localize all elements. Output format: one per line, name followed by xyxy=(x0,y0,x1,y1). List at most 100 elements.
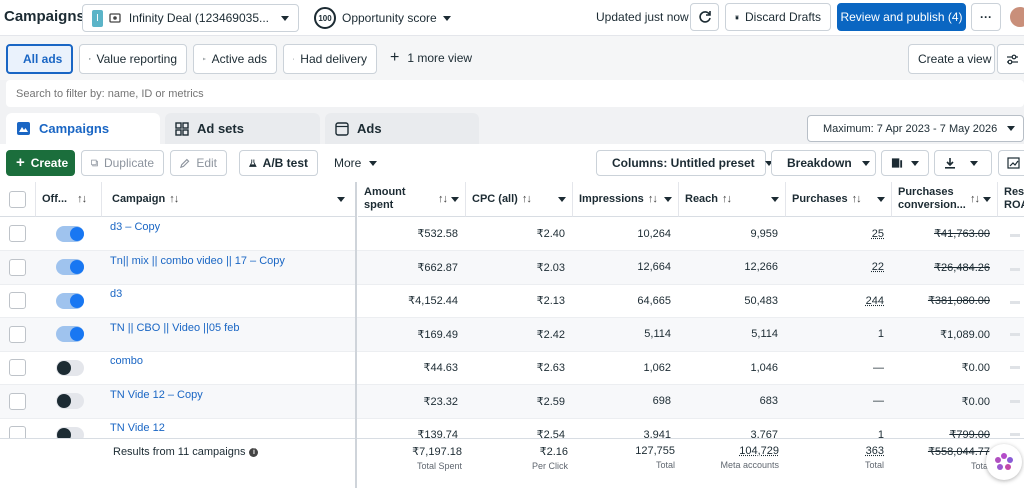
search-input[interactable] xyxy=(16,84,1006,103)
table-row[interactable]: d3 ₹4,152.44 ₹2.13 64,665 50,483 244 ₹381,080.… xyxy=(0,284,1024,318)
campaign-toggle[interactable] xyxy=(56,292,84,309)
column-header-purchases[interactable]: Purchases ↑↓ xyxy=(786,182,892,217)
avatar[interactable] xyxy=(1008,5,1024,29)
campaign-toggle[interactable] xyxy=(56,393,84,409)
row-checkbox[interactable] xyxy=(9,292,26,309)
toggle-knob xyxy=(70,293,84,308)
more-actions-button[interactable]: More xyxy=(334,156,378,170)
tab-campaigns[interactable]: Campaigns xyxy=(6,113,160,144)
view-value-reporting[interactable]: Value reporting xyxy=(79,44,187,74)
discard-label: Discard Drafts xyxy=(744,10,821,24)
purchases-cell: 25 xyxy=(786,217,892,250)
campaign-toggle[interactable] xyxy=(56,359,84,376)
ab-test-button[interactable]: A/B test xyxy=(239,150,318,176)
table-row[interactable]: combo ₹44.63 ₹2.63 1,062 1,046 — ₹0.00 xyxy=(0,351,1024,385)
chevron-down-icon[interactable] xyxy=(451,196,459,202)
view-had-delivery[interactable]: Had delivery xyxy=(283,44,377,74)
columns-button[interactable]: Columns: Untitled preset xyxy=(596,150,773,176)
date-range-picker[interactable]: Maximum: 7 Apr 2023 - 7 May 2026 xyxy=(807,115,1024,142)
cell-value: 12,664 xyxy=(637,261,671,273)
sort-icon[interactable]: ↑↓ xyxy=(169,193,179,205)
sort-icon[interactable]: ↑↓ xyxy=(970,193,980,205)
purchases-conversion-cell: ₹0.00 xyxy=(892,351,998,384)
columns-label: Columns: Untitled preset xyxy=(612,156,755,170)
campaign-name-link[interactable]: TN || CBO || Video ||05 feb xyxy=(110,321,240,334)
view-all-ads[interactable]: All ads xyxy=(6,44,73,74)
reach-cell: 5,114 xyxy=(679,318,786,351)
chevron-down-icon[interactable] xyxy=(664,196,672,202)
row-checkbox-cell xyxy=(9,318,29,351)
create-view-button[interactable]: Create a view xyxy=(908,44,995,74)
sort-icon[interactable]: ↑↓ xyxy=(438,193,448,205)
select-all-checkbox[interactable] xyxy=(9,190,26,208)
view-settings-button[interactable] xyxy=(997,44,1024,74)
campaign-name-link[interactable]: TN Vide 12 – Copy xyxy=(110,388,203,401)
sort-icon[interactable]: ↑↓ xyxy=(647,193,658,205)
cell-value: 683 xyxy=(759,395,778,407)
table-row[interactable]: Tn|| mix || combo video || 17 – Copy ₹662… xyxy=(0,250,1024,285)
chevron-down-icon[interactable] xyxy=(771,196,779,202)
tab-label: Ad sets xyxy=(197,121,244,136)
discard-drafts-button[interactable]: Discard Drafts xyxy=(725,3,831,31)
chevron-down-icon[interactable] xyxy=(983,196,991,202)
export-button[interactable] xyxy=(934,150,992,176)
row-checkbox[interactable] xyxy=(9,225,26,242)
column-header-impressions[interactable]: Impressions ↑↓ xyxy=(573,182,679,217)
chevron-down-icon xyxy=(369,160,378,166)
column-header-reach[interactable]: Reach ↑↓ xyxy=(679,182,786,217)
row-checkbox[interactable] xyxy=(9,359,26,376)
more-views-button[interactable]: + 1 more view xyxy=(390,50,472,66)
table-row[interactable]: d3 – Copy ₹532.58 ₹2.40 10,264 9,959 25 ₹41,76… xyxy=(0,217,1024,251)
impressions-cell: 5,114 xyxy=(573,318,679,351)
review-publish-button[interactable]: Review and publish (4) xyxy=(837,3,966,31)
action-toolbar: + Create Duplicate Edit A/B test More Co… xyxy=(0,144,1024,182)
column-header-off-on[interactable]: Off... ↑↓ xyxy=(36,182,102,217)
more-options-button[interactable]: ··· xyxy=(971,3,1001,31)
chevron-down-icon[interactable] xyxy=(558,196,566,202)
breakdown-button[interactable]: Breakdown xyxy=(771,150,876,176)
row-checkbox[interactable] xyxy=(9,258,26,276)
table-row[interactable]: TN || CBO || Video ||05 feb ₹169.49 ₹2.42 5… xyxy=(0,317,1024,352)
campaign-name-link[interactable]: TN Vide 12 xyxy=(110,422,165,434)
account-selector[interactable]: I Infinity Deal (123469035... xyxy=(82,4,299,32)
cell-value: 5,114 xyxy=(751,328,778,340)
create-button[interactable]: + Create xyxy=(6,150,75,176)
cell-value: ₹44.63 xyxy=(423,362,458,374)
campaign-toggle[interactable] xyxy=(56,225,84,242)
refresh-button[interactable] xyxy=(690,3,719,31)
view-active-ads[interactable]: Active ads xyxy=(193,44,277,74)
impressions-cell: 64,665 xyxy=(573,284,679,317)
sort-icon[interactable]: ↑↓ xyxy=(722,193,732,205)
column-header-purchases-conversion[interactable]: Purchases conversion... ↑↓ xyxy=(892,182,998,217)
campaign-name-link[interactable]: d3 xyxy=(110,288,123,300)
tab-ads[interactable]: Ads xyxy=(325,113,479,144)
assistant-button[interactable] xyxy=(986,444,1022,480)
reports-button[interactable] xyxy=(881,150,929,176)
campaign-name-link[interactable]: d3 – Copy xyxy=(110,221,161,233)
reach-cell: 9,959 xyxy=(679,217,786,250)
chevron-down-icon[interactable] xyxy=(877,196,885,202)
table-row[interactable]: TN Vide 12 – Copy ₹23.32 ₹2.59 698 683 — ₹0.00 xyxy=(0,384,1024,419)
info-icon[interactable]: i xyxy=(249,447,259,457)
sort-icon[interactable]: ↑↓ xyxy=(521,193,532,205)
sort-icon[interactable]: ↑↓ xyxy=(851,193,862,205)
row-checkbox[interactable] xyxy=(9,392,26,410)
campaign-toggle[interactable] xyxy=(56,326,84,342)
campaign-toggle[interactable] xyxy=(56,259,84,275)
chevron-down-icon[interactable] xyxy=(337,196,345,202)
column-header-amount-spent[interactable]: Amount spent ↑↓ xyxy=(358,182,466,217)
sort-icon[interactable]: ↑↓ xyxy=(77,193,87,205)
column-header-results-roas[interactable]: Resu ROA xyxy=(998,182,1024,217)
tab-ad-sets[interactable]: Ad sets xyxy=(165,113,320,144)
charts-button[interactable] xyxy=(998,150,1024,176)
campaign-name-link[interactable]: combo xyxy=(110,355,144,367)
column-header-cpc[interactable]: CPC (all) ↑↓ xyxy=(466,182,573,217)
column-header-campaign[interactable]: Campaign ↑↓ xyxy=(102,182,356,217)
duplicate-button[interactable]: Duplicate xyxy=(81,150,164,176)
edit-button[interactable]: Edit xyxy=(170,150,227,176)
footer-sublabel: Per Click xyxy=(531,461,568,471)
results-roas-cell xyxy=(1010,351,1024,384)
opportunity-score[interactable]: 100 Opportunity score xyxy=(314,6,451,30)
campaign-name-link[interactable]: Tn|| mix || combo video || 17 – Copy xyxy=(110,254,285,267)
row-checkbox[interactable] xyxy=(9,325,26,343)
